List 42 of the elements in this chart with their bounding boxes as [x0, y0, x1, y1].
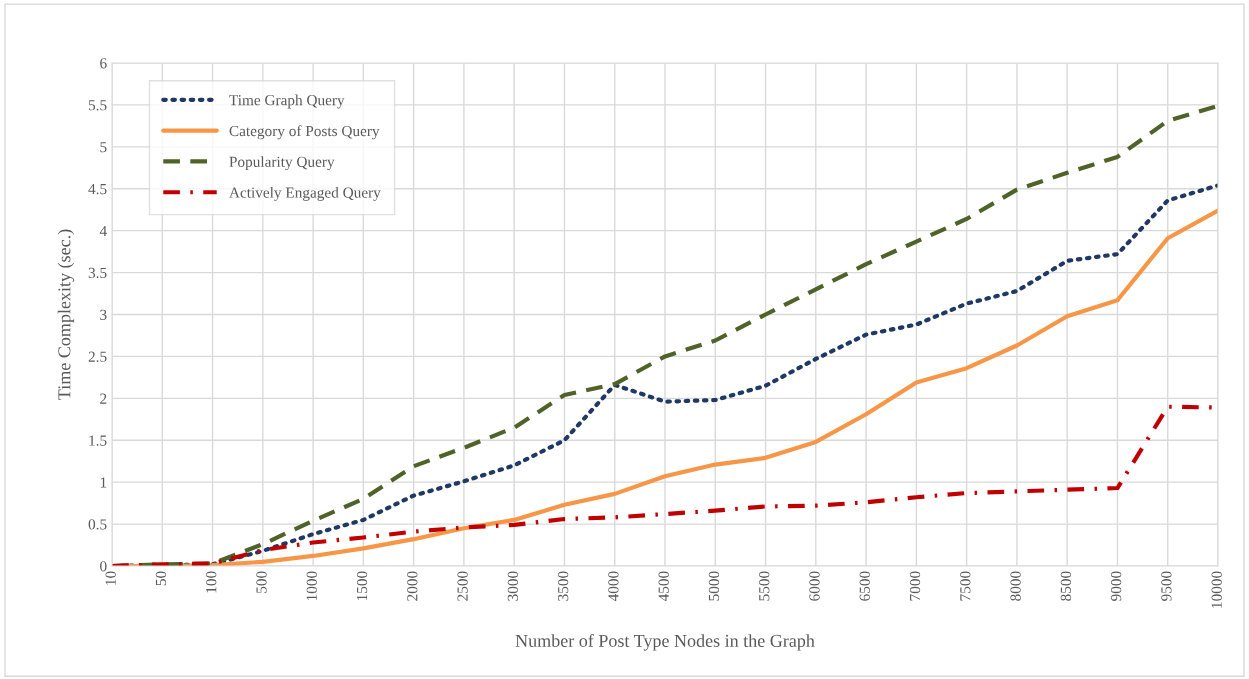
x-tick-label: 1500 [356, 571, 368, 601]
x-tick-label: 6500 [859, 571, 870, 601]
x-tick-label: 500 [256, 571, 267, 593]
x-tick-label: 3500 [557, 571, 569, 601]
legend-label: Time Graph Query [229, 94, 345, 109]
x-tick-label: 7000 [909, 571, 921, 601]
x-tick-label: 2000 [407, 571, 418, 601]
y-tick-label: 2.5 [88, 351, 107, 362]
x-tick-label: 8000 [1010, 571, 1021, 601]
y-tick-label: 6 [100, 58, 107, 69]
x-tick-label: 50 [155, 571, 167, 586]
x-axis-title: Number of Post Type Nodes in the Graph [515, 634, 815, 651]
y-tick-label: 2 [100, 393, 107, 404]
x-tick-label: 7500 [960, 571, 971, 601]
x-tick-label: 9500 [1161, 571, 1172, 601]
legend-label: Actively Engaged Query [229, 186, 381, 201]
x-tick-label: 9000 [1110, 571, 1122, 601]
y-tick-label: 3 [100, 309, 107, 320]
x-tick-label: 3000 [507, 571, 519, 601]
x-tick-label: 10000 [1211, 571, 1222, 608]
x-tick-label: 10 [105, 571, 116, 585]
legend-label: Popularity Query [229, 156, 335, 171]
x-tick-label: 100 [206, 571, 217, 593]
y-tick-label: 5.5 [88, 100, 107, 111]
y-tick-label: 0 [100, 561, 107, 572]
y-tick-label: 3.5 [88, 267, 107, 279]
y-axis-title: Time Complexity (sec.) [57, 229, 75, 400]
x-tick-label: 4000 [608, 571, 619, 602]
x-tick-label: 1000 [306, 571, 317, 601]
x-tick-label: 5500 [759, 571, 770, 601]
legend-label: Category of Posts Query [229, 125, 380, 140]
y-tick-label: 1.5 [89, 435, 107, 446]
y-tick-label: 1 [100, 477, 107, 488]
x-tick-label: 5000 [708, 571, 720, 601]
x-tick-label: 2500 [457, 571, 468, 601]
y-tick-label: 5 [100, 142, 107, 153]
y-tick-label: 0.5 [88, 519, 107, 530]
x-tick-label: 6000 [809, 571, 820, 601]
y-tick-label: 4.5 [88, 183, 107, 195]
x-tick-label: 4500 [658, 571, 669, 602]
y-tick-label: 4 [99, 225, 107, 236]
x-tick-label: 8500 [1060, 571, 1072, 601]
